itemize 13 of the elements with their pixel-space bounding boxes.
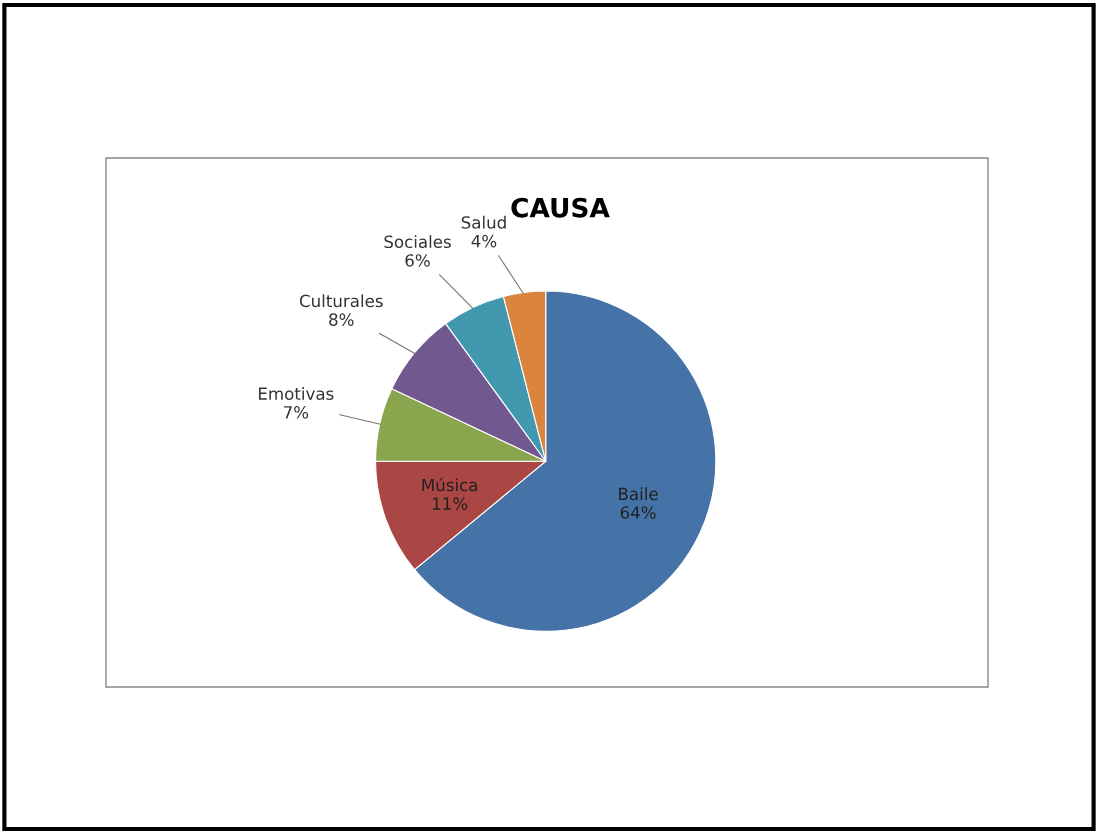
data-label: 11%	[432, 497, 468, 510]
data-label: 8%	[329, 313, 354, 326]
data-label: 7%	[283, 406, 309, 419]
slice-label: Música	[422, 477, 477, 492]
data-label: 64%	[620, 506, 656, 519]
chart-title: CAUSA	[511, 197, 610, 218]
slice-label: Sociales	[384, 235, 451, 249]
data-label: 4%	[471, 234, 497, 248]
slice-label: Emotivas	[259, 387, 334, 400]
slice-label: Culturales	[299, 294, 383, 308]
slice-label: Salud	[461, 215, 506, 229]
data-label: 6%	[405, 254, 430, 267]
slice-label: Baile	[619, 487, 658, 501]
